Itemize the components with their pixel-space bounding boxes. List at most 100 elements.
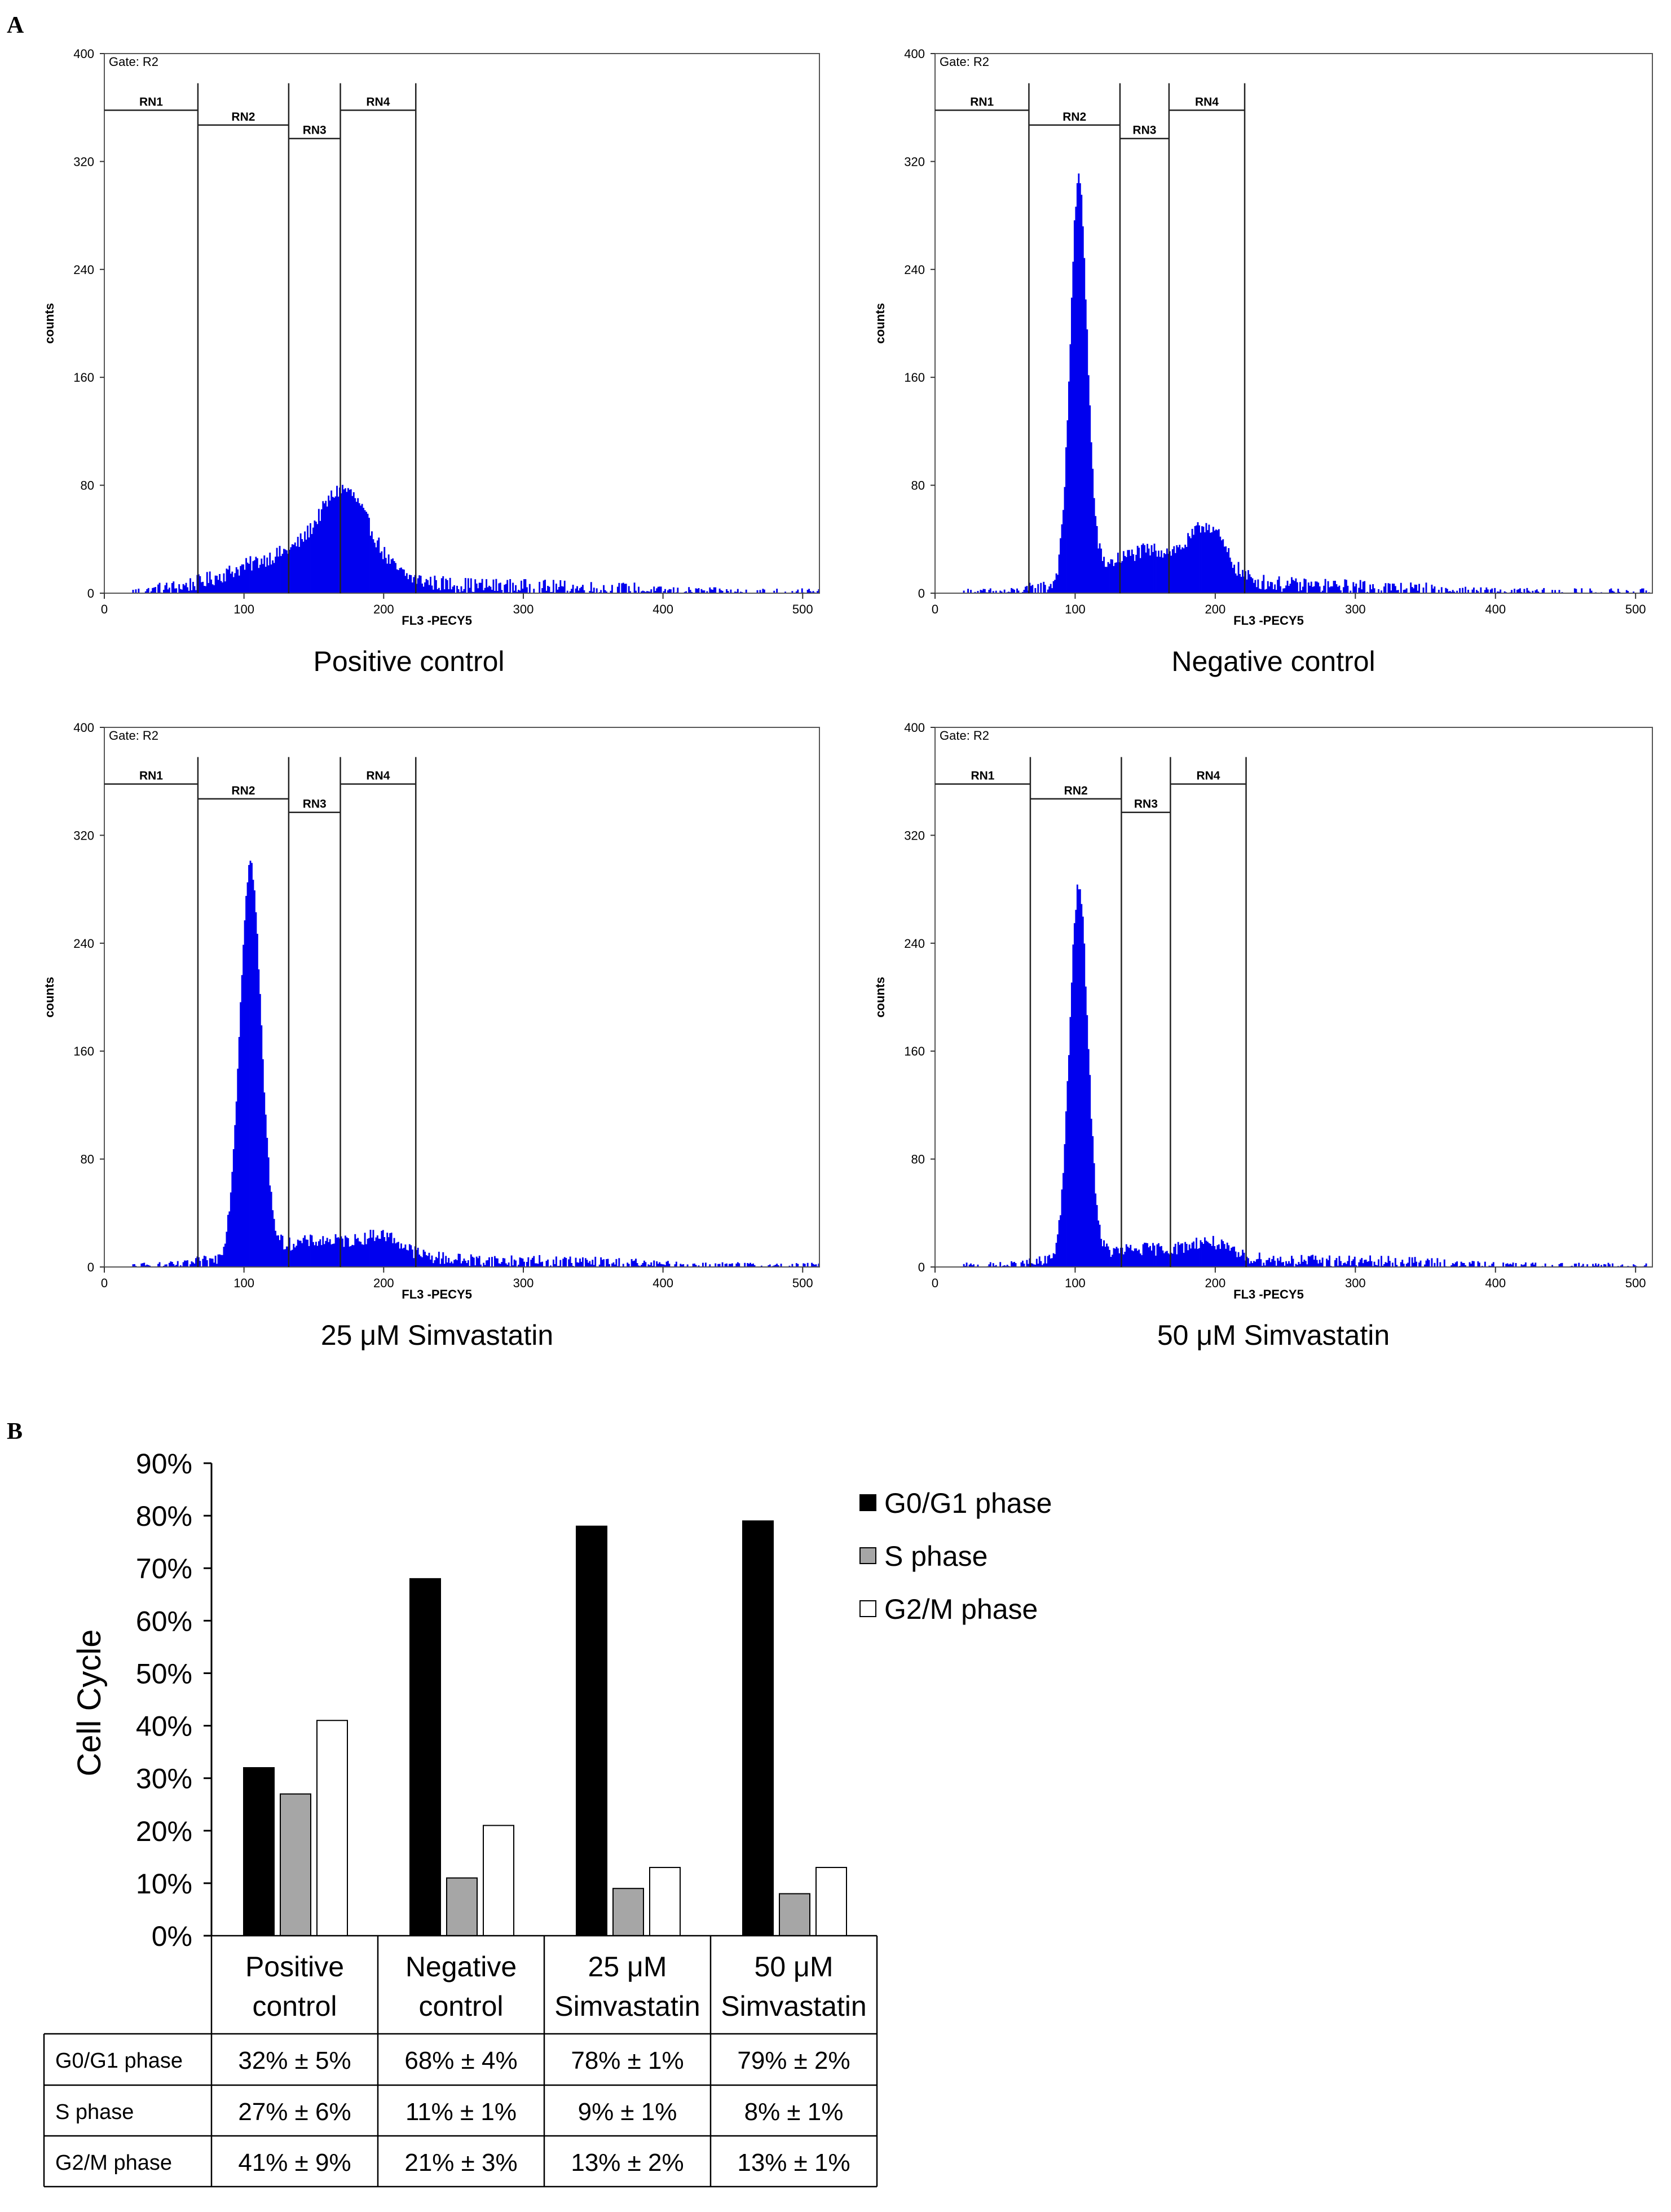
region-label: RN4 (1196, 769, 1220, 782)
histogram-bar (304, 1235, 306, 1267)
histogram-bar (1260, 589, 1262, 593)
histogram-bar (269, 553, 271, 593)
histogram-bar (1231, 562, 1233, 593)
histogram-bar (1619, 591, 1621, 593)
histogram-bar (217, 580, 219, 593)
histogram-bar (1463, 1262, 1465, 1267)
histogram-bars (132, 860, 820, 1267)
x-tick-label: 500 (792, 602, 813, 616)
histogram-bar (1110, 559, 1112, 593)
plot-frame (934, 727, 1653, 1268)
histogram-bar (650, 1262, 652, 1267)
histogram-bar (158, 1262, 161, 1267)
histogram-bar (1370, 589, 1373, 593)
histogram-bar (1571, 1265, 1573, 1267)
histogram-bar (1214, 1246, 1216, 1267)
histogram-bar (410, 575, 412, 593)
histogram-bar (551, 591, 553, 593)
histogram-bar (398, 570, 399, 593)
histogram-bar (1639, 589, 1642, 593)
histogram-bar (606, 1259, 607, 1267)
histogram-bar (1391, 584, 1394, 593)
histogram-bar (333, 1243, 336, 1267)
histogram-bar (593, 1265, 595, 1267)
y-tick-label: 160 (904, 1044, 925, 1058)
histogram-bar (1093, 498, 1095, 593)
histogram-bar (1165, 554, 1167, 593)
histogram-bar (187, 587, 188, 593)
histogram-bar (762, 589, 764, 593)
histogram-bar (1124, 555, 1126, 593)
histogram-bar (812, 591, 814, 593)
histogram-bar (568, 1259, 570, 1267)
category-label: Simvastatin (554, 1990, 700, 2022)
histogram-bar (464, 1260, 466, 1267)
histogram-bar (624, 584, 626, 593)
histogram-bar (1212, 1235, 1214, 1267)
histogram-bar (405, 1250, 408, 1267)
histogram-bar (1095, 1193, 1097, 1267)
histogram-bar (1191, 1242, 1193, 1267)
x-tick-label: 0 (101, 1276, 108, 1290)
histogram-bar (1057, 575, 1059, 593)
histogram-bar (1370, 1261, 1373, 1267)
histogram-bar (563, 580, 566, 593)
histogram-bar (592, 591, 594, 593)
histogram-bar (1551, 1265, 1554, 1267)
histogram-bar (718, 1264, 721, 1267)
histogram-bar (1225, 1248, 1227, 1267)
histogram-bar (1000, 591, 1003, 593)
histogram-bar (1096, 526, 1098, 593)
histogram-bar (1319, 1260, 1321, 1267)
histogram-bar (1300, 1255, 1303, 1267)
histogram-bar (1134, 1248, 1136, 1267)
histogram-bar (698, 588, 700, 593)
histogram-bar (1064, 1144, 1066, 1267)
y-tick-label: 0 (87, 586, 94, 601)
histogram-bar (1187, 1250, 1189, 1267)
histogram-bar (340, 1236, 342, 1267)
histogram-bar (386, 1233, 389, 1267)
histogram-bar (227, 569, 229, 593)
x-tick-label: 200 (373, 1276, 394, 1290)
histogram-bar (675, 1261, 677, 1267)
histogram-bar (164, 1264, 166, 1267)
histogram-bar (1078, 173, 1080, 593)
histogram-bar (656, 1261, 658, 1267)
histogram-bar (1128, 550, 1130, 593)
histogram-bar (346, 492, 348, 593)
histogram-bar (420, 576, 422, 593)
histogram-bar (1206, 530, 1209, 593)
histogram-bar (724, 1264, 726, 1267)
histogram-bar (171, 1262, 173, 1267)
histogram-bar (206, 1260, 208, 1267)
histogram-bar (267, 565, 270, 593)
histogram-bar (457, 1253, 460, 1267)
histogram-bar (598, 1264, 601, 1267)
histogram-bar (132, 590, 134, 593)
histogram-bar (721, 1262, 724, 1267)
histogram-bar (1326, 1259, 1328, 1267)
histogram-bar (1289, 584, 1291, 593)
histogram-bar (795, 1263, 797, 1267)
y-tick-label: 80% (136, 1500, 192, 1532)
histogram-bar (1535, 590, 1537, 593)
histogram-bar (1043, 1263, 1045, 1267)
region-label: RN3 (1132, 124, 1156, 137)
histogram-bar (314, 1245, 316, 1267)
histogram-bar (1291, 1256, 1293, 1267)
histogram-bar (674, 1264, 676, 1267)
histogram-bar (1038, 1256, 1040, 1267)
histogram-bar (1491, 1264, 1493, 1267)
histogram-bar (318, 1241, 320, 1267)
histogram-bar (1596, 1265, 1598, 1267)
histogram-bar (228, 566, 231, 593)
histogram-bar (416, 584, 418, 593)
histogram-bar (205, 1256, 207, 1267)
histogram-bar (263, 1092, 266, 1267)
histogram-bar (1139, 558, 1141, 593)
histogram-bar (804, 1264, 806, 1267)
histogram-bar (277, 1235, 279, 1267)
histogram-bar (999, 1262, 1002, 1267)
histogram-bar (589, 1261, 591, 1267)
